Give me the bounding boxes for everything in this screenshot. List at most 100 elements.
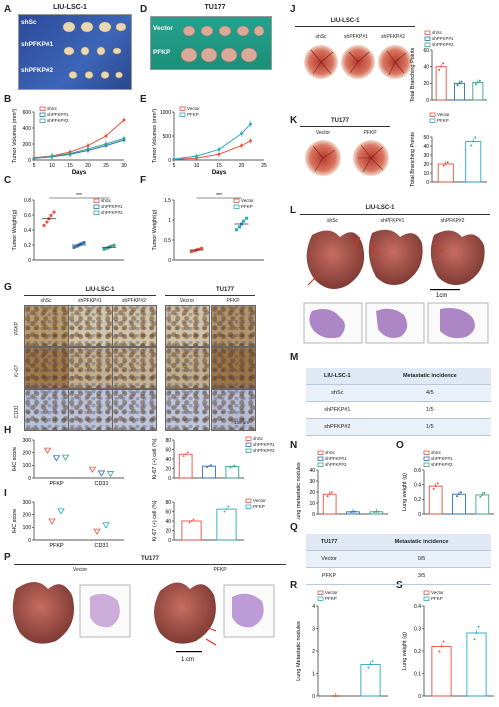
ihc-tile xyxy=(68,389,113,431)
data-point xyxy=(474,83,477,86)
panel-g-col-5: PFKP xyxy=(226,298,240,304)
bar-PFKP xyxy=(465,141,482,183)
y-tick-label: 20 xyxy=(309,490,315,496)
chart-e-tumor-volumes: Tumor Volumes (mm³) 0 500 1000 5 10 15 20 25 Days… xyxy=(152,106,267,175)
panel-l-col-3: shPFKP#2 xyxy=(440,218,465,224)
y-tick-label: 0 xyxy=(168,258,171,264)
panel-p-rule xyxy=(14,564,286,565)
lung-images-p: 1 cm xyxy=(12,582,275,663)
panel-a-title: LIU-LSC-1 xyxy=(53,4,87,11)
panel-j-rule xyxy=(295,26,415,31)
legend-swatch xyxy=(317,456,324,461)
legend-entry: Vector xyxy=(187,106,200,111)
scale-bar-p: 1 cm xyxy=(181,657,194,663)
legend-entry: shPFKP#2 xyxy=(253,448,275,453)
y-tick-label: 0 xyxy=(168,158,171,164)
y-tick-label: 0.2 xyxy=(414,649,421,655)
y-tick-label: 300 xyxy=(23,438,32,444)
bar-shPFKP#1 xyxy=(454,82,465,101)
data-point xyxy=(446,161,449,164)
y-tick-label: 50 xyxy=(423,135,429,141)
ihc-tile xyxy=(24,305,69,347)
y-tick-label: 3 xyxy=(312,626,315,632)
data-point xyxy=(367,666,370,669)
y-axis-label: Tumor Volumes (mm³) xyxy=(152,109,158,164)
y-tick-label: 0.3 xyxy=(414,626,421,632)
data-point xyxy=(475,632,478,634)
y-axis-label: IHC score xyxy=(12,447,18,471)
y-axis-label: Lung metastatic nodules xyxy=(296,462,302,520)
legend-swatch xyxy=(317,590,324,595)
chart-k-branching: Total Branching Points 0 10 20 30 40 50 VectorP… xyxy=(410,112,487,187)
table-row: Vector xyxy=(306,550,353,568)
bar-shSc xyxy=(428,485,443,515)
legend-swatch xyxy=(423,462,430,467)
data-point xyxy=(42,223,46,227)
panel-letter-k: K xyxy=(290,115,298,126)
y-tick-label: 0 xyxy=(168,538,171,544)
panel-letter-f: F xyxy=(140,175,147,186)
x-tick-label: 5 xyxy=(33,163,36,169)
y-axis-label: Ki-67 (+) cell (%) xyxy=(152,500,158,541)
row-label-shpfkp2: shPFKP#2 xyxy=(21,67,54,74)
legend-entry: shPFKP#1 xyxy=(325,456,347,461)
data-point xyxy=(438,69,441,71)
bar-shSc xyxy=(435,66,447,101)
y-tick-label: 20 xyxy=(423,81,429,87)
data-point xyxy=(225,508,228,511)
panel-k-rule xyxy=(300,126,390,127)
legend-swatch xyxy=(245,436,252,441)
panel-letter-m: M xyxy=(290,352,299,363)
data-point xyxy=(330,491,333,494)
panel-letter-i: I xyxy=(4,488,7,499)
panel-p-title: TU177 xyxy=(140,556,159,562)
y-tick-label: 0.8 xyxy=(24,198,31,204)
bar-PFKP xyxy=(360,664,381,697)
panel-g-row-cd31: CD31 xyxy=(14,405,20,418)
bar-shPFKP#1 xyxy=(452,493,466,515)
legend-entry: shSc xyxy=(431,450,442,455)
panel-letter-a: A xyxy=(4,4,12,15)
y-axis-label: Tumor Volumes (mm³) xyxy=(12,109,18,164)
data-point xyxy=(233,464,236,467)
legend-swatch xyxy=(245,448,252,453)
y-tick-label: 20 xyxy=(423,162,429,168)
data-point xyxy=(438,650,441,653)
panel-k-col-2: PFKP xyxy=(363,130,377,136)
y-tick-label: 30 xyxy=(309,479,315,485)
legend-swatch xyxy=(424,36,431,41)
data-point xyxy=(52,455,61,462)
legend-swatch xyxy=(424,42,431,47)
y-axis-label: Total Branching Points xyxy=(410,132,416,187)
y-axis-label: Tumor Weight(g) xyxy=(152,209,158,250)
legend-swatch xyxy=(424,30,431,35)
panel-g-rule2 xyxy=(165,295,255,296)
x-tick-label: CD31 xyxy=(94,543,108,549)
panel-k-cam-images xyxy=(303,138,393,178)
y-tick-label: 0.1 xyxy=(414,671,421,677)
panel-letter-j: J xyxy=(290,4,296,15)
data-point xyxy=(456,84,459,86)
panel-letter-r: R xyxy=(290,580,298,591)
m-header-2: Metastatic incidence xyxy=(368,368,491,385)
data-point xyxy=(106,471,115,478)
y-tick-label: 0 xyxy=(312,512,315,518)
y-tick-label: 400 xyxy=(23,126,32,132)
legend-swatch xyxy=(39,118,46,123)
chart-h-ki67: Ki-67 (+) cell (%) 0 20 40 60 80 shScshPFKP#1s… xyxy=(152,436,275,482)
panel-l-col-1: shSc xyxy=(326,218,339,224)
data-point xyxy=(102,247,106,251)
x-tick-label: 20 xyxy=(239,163,245,169)
table-row: shPFKP#2 xyxy=(306,418,369,436)
data-point xyxy=(229,466,232,469)
data-point xyxy=(369,663,372,666)
y-tick-label: 40 xyxy=(309,468,315,474)
y-axis-label: Total Branching Points xyxy=(410,47,416,102)
scale-bar-1cm: 1cm xyxy=(436,293,447,299)
table-cell: 0/5 xyxy=(352,550,491,568)
ihc-scale-bar: 100 μm xyxy=(234,420,250,425)
y-tick-label: 300 xyxy=(23,500,32,506)
y-tick-label: 40 xyxy=(165,457,171,463)
legend-swatch xyxy=(245,504,252,509)
